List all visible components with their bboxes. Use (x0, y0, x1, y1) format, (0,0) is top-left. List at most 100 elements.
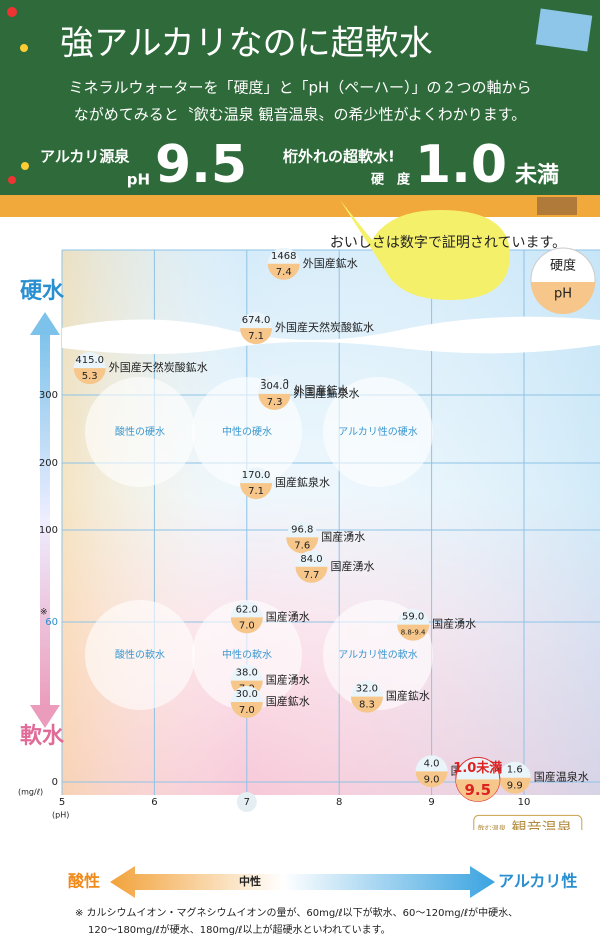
ph-label: 9.5 (465, 781, 492, 799)
hardness-label: 59.0 (402, 612, 424, 623)
badge-suffix: 未満 (515, 162, 559, 188)
point-lower (73, 368, 106, 385)
point-lower (498, 777, 531, 794)
hardness-label: 62.0 (236, 604, 258, 615)
y-unit: (mg/ℓ) (18, 788, 43, 797)
x-arrow (110, 866, 495, 898)
eraser (537, 197, 577, 215)
zone-label: 酸性の軟水 (115, 648, 165, 661)
zone-circle (85, 377, 195, 487)
point-lower (295, 566, 328, 583)
subtitle: ミネラルウォーターを「硬度」と「pH（ペーハー）」の２つの軸から (68, 79, 531, 97)
x-arrow-right: アルカリ性 (498, 872, 577, 891)
ph-label: 8.3 (359, 700, 375, 711)
note (535, 8, 593, 52)
zone-label: アルカリ性の硬水 (338, 425, 418, 438)
board-frame (0, 195, 600, 217)
x-arrow-left: 酸性 (68, 872, 100, 891)
point-lower (350, 696, 383, 713)
hardness-label: 1.0未満 (453, 760, 502, 776)
point-lower (286, 537, 319, 554)
point-name: 国産湧水 (266, 610, 310, 623)
point-name: 外国産鉱水 (303, 256, 358, 270)
y-arrow-head (30, 312, 60, 335)
key-top: 硬度 (550, 258, 576, 274)
y-tick-label: 200 (39, 458, 58, 469)
zone-label: 酸性の硬水 (115, 425, 165, 438)
point-lower (230, 702, 263, 718)
hardness-label: 1468 (271, 251, 296, 262)
point-lower (258, 393, 291, 410)
point-name: 国産湧水 (432, 618, 476, 631)
ph-label: 7.1 (248, 486, 264, 497)
highlight-badge: 飲む温泉 (478, 823, 506, 832)
ph-label: 7.0 (239, 620, 255, 631)
point-lower (240, 328, 273, 345)
zone-circle (192, 600, 302, 710)
badge-value: 1.0 (415, 135, 507, 195)
point-name: 国産鉱泉水 (275, 475, 330, 489)
x-arrow-middle: 中性 (239, 874, 261, 888)
hardness-label: 304.0 (260, 381, 289, 392)
ph-label: 5.3 (82, 371, 98, 382)
y-tick-label: 0 (52, 777, 58, 788)
ph-label: 7.4 (276, 267, 292, 278)
badge-label: 桁外れの超軟水! (283, 148, 395, 166)
x-tick-label: 5 (59, 797, 65, 808)
x-tick-label: 9 (428, 797, 434, 808)
chalkboard (0, 0, 600, 195)
point-lower (397, 624, 430, 641)
hardness-label: 32.0 (356, 684, 378, 695)
y-label-top: 硬水 (20, 279, 65, 304)
marks: 14687.4外国産鉱水674.07.1外国産天然炭酸鉱水415.05.3外国産… (73, 247, 589, 842)
zone-label: 中性の硬水 (222, 425, 272, 438)
y-note: ※ (40, 608, 48, 618)
pin (20, 44, 28, 52)
ph-label: 7.1 (248, 331, 264, 342)
hardness-label: 96.8 (291, 524, 313, 535)
badge-value: 9.5 (155, 135, 247, 195)
point-name: 国産湧水 (321, 530, 365, 543)
key-half (531, 282, 595, 314)
ph-label: 7.7 (304, 570, 320, 581)
point-name: 外国産天然炭酸鉱水 (109, 360, 208, 374)
zone-circle (85, 600, 195, 710)
pin (21, 162, 29, 170)
point-lower (240, 483, 273, 500)
x-tick-label: 8 (336, 797, 342, 808)
point-name: 国産鉱水 (386, 689, 430, 703)
badge-unit: 硬 度 (371, 172, 411, 188)
point-name: 外国産鉱泉水 (294, 386, 360, 400)
hardness-label: 4.0 (424, 758, 440, 769)
point-name: 国産湧水 (266, 674, 310, 687)
point-name: 国産鉱水 (266, 694, 310, 708)
hardness-label: 30.0 (236, 689, 258, 700)
zone-circle (323, 377, 433, 487)
x-unit: (pH) (52, 811, 69, 820)
ph-label: 7.0 (239, 705, 255, 716)
y-arrow-head (30, 705, 60, 728)
bubble-text: おいしさは数字で証明されています。 (330, 235, 566, 251)
zone-label: アルカリ性の軟水 (338, 648, 418, 661)
point-name: 国産温泉水 (534, 770, 589, 784)
x-tick-label: 6 (151, 797, 157, 808)
hardness-label: 1.6 (507, 765, 523, 776)
footnote: ※ カルシウムイオン・マグネシウムイオンの量が、60mg/ℓ以下が軟水、60〜1… (75, 906, 518, 919)
pin (8, 176, 16, 184)
badge-unit: pH (127, 171, 150, 189)
point-lower (230, 617, 263, 634)
point-lower (415, 771, 448, 788)
point-lower (455, 779, 500, 802)
hardness-label: 38.0 (236, 668, 258, 679)
x-tick-label: 10 (518, 797, 531, 808)
ph-label: 9.0 (424, 774, 440, 785)
hardness-label: 84.0 (300, 554, 322, 565)
pin (7, 7, 17, 17)
speech-bubble (340, 200, 510, 300)
point-name: 外国産鉱水 (294, 383, 349, 397)
y-tick-label: 300 (39, 390, 58, 401)
hardness-label: 170.0 (242, 470, 271, 481)
point-name: 外国産天然炭酸鉱水 (275, 320, 374, 334)
title: 強アルカリなのに超軟水 (60, 24, 433, 64)
